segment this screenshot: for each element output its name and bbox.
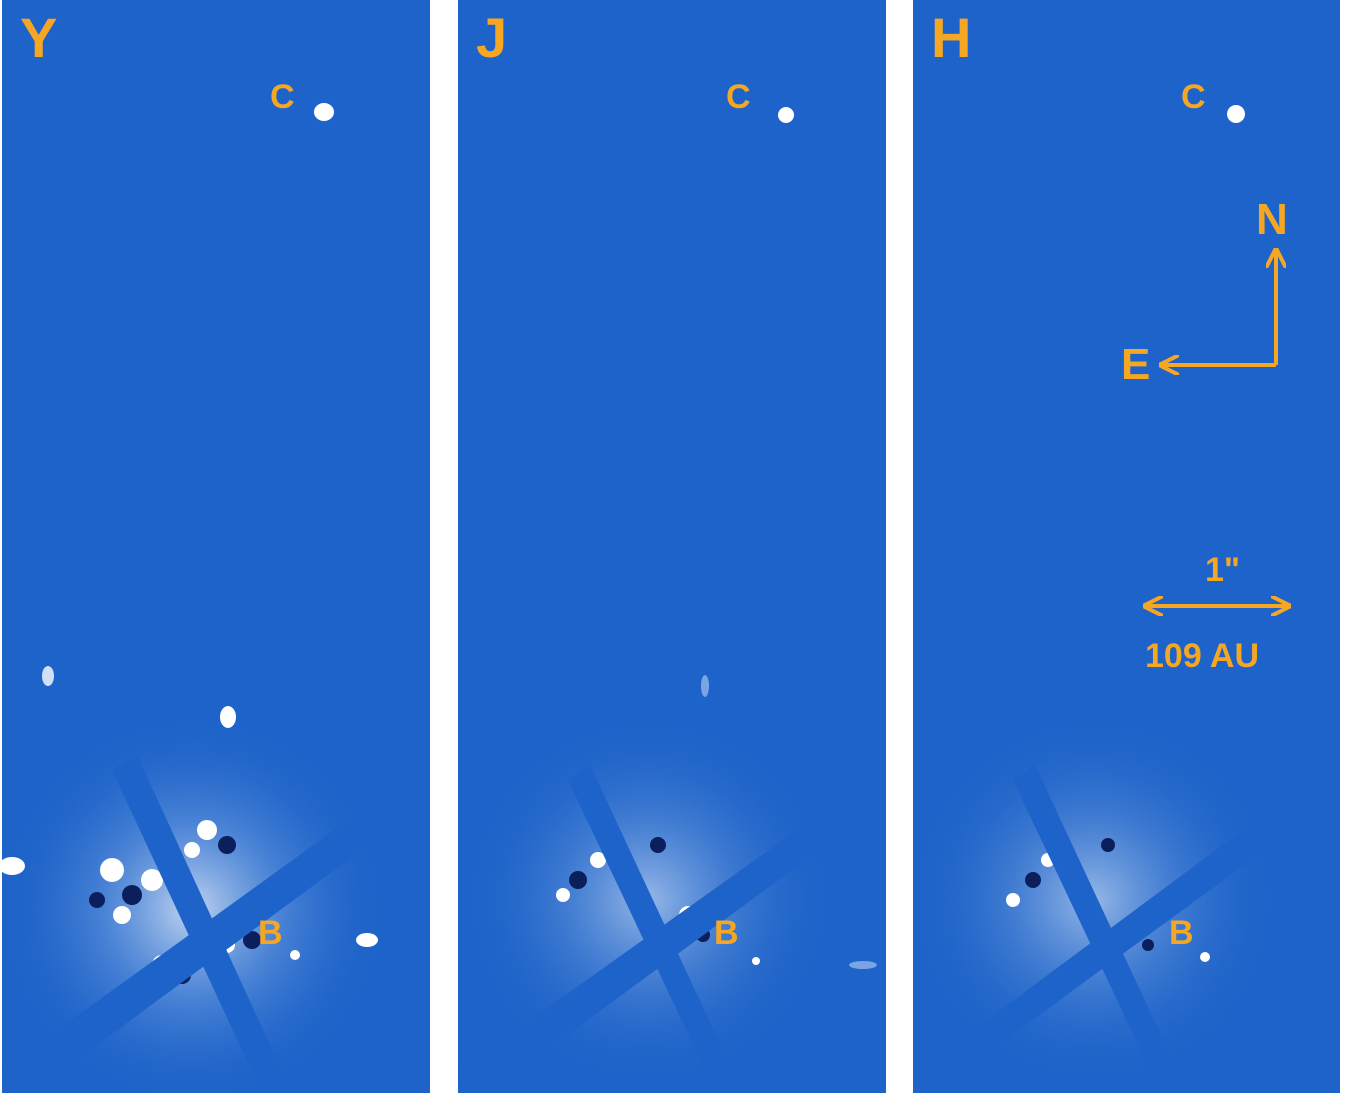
- companion-c-source: [1227, 105, 1245, 123]
- companion-b-source: [1200, 952, 1210, 962]
- background-source: [220, 706, 236, 728]
- diffraction-cross: [458, 765, 836, 1093]
- panel-h-image: [913, 105, 1340, 1093]
- companion-c-label: C: [270, 78, 295, 116]
- band-label: Y: [20, 6, 58, 69]
- companion-b-label: B: [714, 914, 739, 952]
- companion-b-source: [752, 957, 760, 965]
- panel-y-image: [2, 103, 387, 1093]
- diffraction-cross: [2, 755, 382, 1093]
- panel-j-image: [458, 107, 877, 1093]
- companion-c-label: C: [726, 78, 751, 116]
- background-source: [356, 933, 378, 947]
- panel-y-band: Y C B: [2, 0, 430, 1093]
- scale-distance-label: 109 AU: [1145, 637, 1260, 675]
- compass-arrows: [1163, 252, 1276, 365]
- diffraction-cross: [913, 765, 1281, 1093]
- companion-b-source: [290, 950, 300, 960]
- band-label: J: [476, 6, 508, 69]
- companion-c-source: [778, 107, 794, 123]
- companion-c-source: [314, 103, 334, 121]
- companion-b-label: B: [258, 914, 283, 952]
- east-label: E: [1121, 340, 1151, 389]
- companion-c-label: C: [1181, 78, 1206, 116]
- north-label: N: [1256, 195, 1288, 244]
- background-source: [42, 666, 54, 686]
- background-source: [701, 675, 709, 697]
- band-label: H: [931, 6, 972, 69]
- panel-j-band: J C B: [458, 0, 886, 1093]
- background-source: [849, 961, 877, 969]
- background-source: [2, 857, 25, 875]
- panel-h-band: H C B N E 1" 109 AU: [913, 0, 1340, 1093]
- companion-b-label: B: [1169, 914, 1194, 952]
- scale-angle-label: 1": [1205, 551, 1241, 589]
